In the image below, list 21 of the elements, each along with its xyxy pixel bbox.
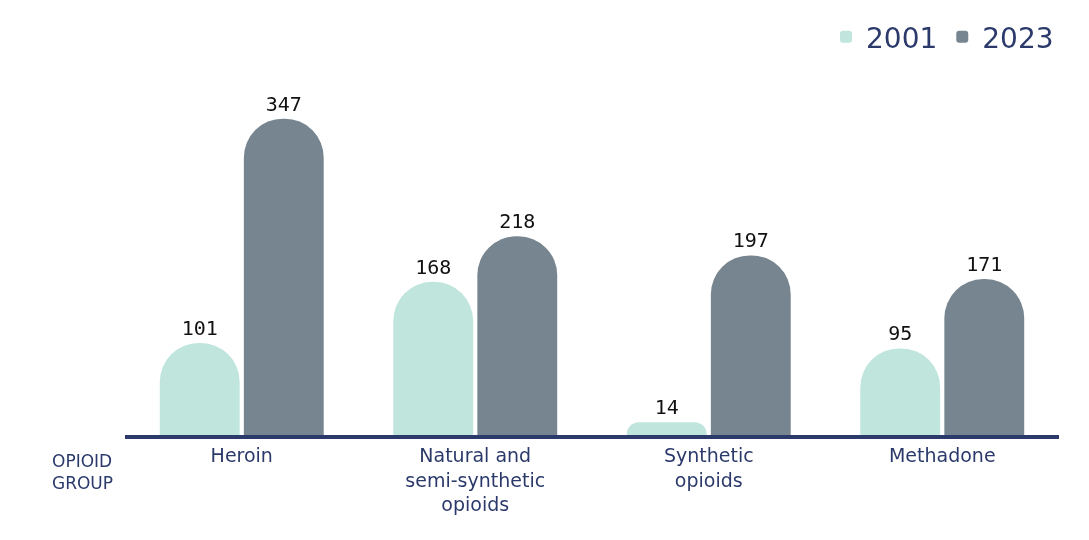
bar xyxy=(477,236,558,435)
data-label: 171 xyxy=(966,252,1003,277)
data-label: 168 xyxy=(415,254,452,279)
data-label: 95 xyxy=(888,321,913,346)
bar xyxy=(243,118,324,435)
x-axis-title: OPIOID GROUP xyxy=(52,451,114,494)
data-label: 218 xyxy=(499,209,536,234)
bar xyxy=(944,279,1025,435)
legend-label: 2001 xyxy=(866,21,938,55)
x-tick-label: Heroin xyxy=(210,443,273,466)
legend-label: 2023 xyxy=(982,21,1054,55)
bar xyxy=(393,281,474,435)
x-tick-label: Methadone xyxy=(888,443,996,466)
x-tick-label: Synthetic opioids xyxy=(663,443,754,491)
data-label: 14 xyxy=(654,395,679,420)
bar xyxy=(626,422,707,435)
bar xyxy=(710,255,791,435)
data-label: 197 xyxy=(732,228,769,253)
data-label: 101 xyxy=(181,315,218,340)
data-label: 347 xyxy=(265,91,302,116)
x-tick-label: Natural and semi-synthetic opioids xyxy=(405,443,546,516)
